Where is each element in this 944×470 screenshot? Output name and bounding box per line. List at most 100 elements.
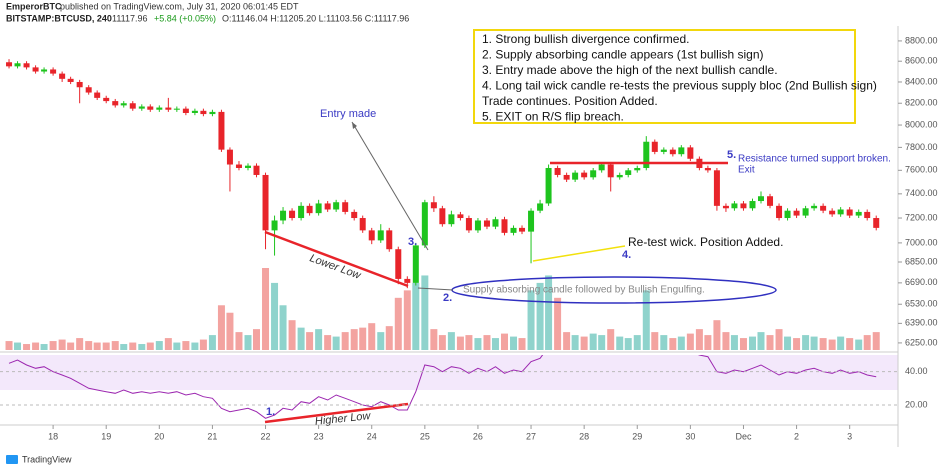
author: EmperorBTC bbox=[6, 1, 62, 11]
x-tick-label: 24 bbox=[367, 431, 377, 441]
candle-body bbox=[324, 203, 331, 210]
x-tick-label: Dec bbox=[735, 431, 752, 441]
volume-bar bbox=[695, 329, 703, 350]
y-tick-label: 8200.00 bbox=[905, 98, 938, 108]
x-tick-label: 19 bbox=[101, 431, 111, 441]
candle-body bbox=[386, 230, 393, 250]
candle-body bbox=[820, 205, 827, 211]
volume-bar bbox=[421, 275, 429, 350]
x-tick-label: 28 bbox=[579, 431, 589, 441]
y-tick-label: 6390.00 bbox=[905, 318, 938, 328]
change: +5.84 (+0.05%) bbox=[154, 13, 216, 23]
candle-body bbox=[554, 167, 561, 175]
volume-bar bbox=[677, 336, 685, 350]
volume-bar bbox=[722, 332, 730, 350]
x-tick-label: 30 bbox=[685, 431, 695, 441]
rsi-line bbox=[8, 355, 877, 419]
volume-bar bbox=[14, 342, 22, 350]
volume-bar bbox=[155, 341, 163, 350]
volume-bar bbox=[766, 335, 774, 350]
y-tick-label: 7200.00 bbox=[905, 212, 938, 222]
candle-body bbox=[235, 164, 242, 168]
candle-body bbox=[837, 209, 844, 215]
x-tick-label: 27 bbox=[526, 431, 536, 441]
candle-body bbox=[704, 167, 711, 171]
x-tick-label: 23 bbox=[314, 431, 324, 441]
volume-bar bbox=[102, 342, 110, 350]
candle-body bbox=[572, 172, 579, 180]
candle-body bbox=[713, 170, 720, 206]
volume-bar bbox=[430, 329, 438, 350]
volume-bar bbox=[412, 282, 420, 350]
volume-bar bbox=[474, 338, 482, 350]
volume-bar bbox=[465, 335, 473, 350]
volume-bar bbox=[226, 312, 234, 350]
volume-bar bbox=[244, 335, 252, 350]
candle-body bbox=[271, 220, 278, 231]
volume-bar bbox=[67, 342, 75, 350]
supply-arrow bbox=[417, 287, 454, 291]
annotation: 2. bbox=[443, 292, 452, 304]
volume-bar bbox=[403, 290, 411, 350]
annotation: 3. bbox=[408, 236, 417, 248]
volume-bar bbox=[111, 341, 119, 350]
candle-body bbox=[864, 211, 871, 219]
candle-body bbox=[678, 147, 685, 155]
candle-body bbox=[545, 167, 552, 204]
candle-body bbox=[165, 107, 172, 110]
candle-body bbox=[784, 210, 791, 219]
x-tick-label: 26 bbox=[473, 431, 483, 441]
volume-bar bbox=[271, 282, 279, 350]
volume-bar bbox=[129, 342, 137, 350]
annotation: Exit bbox=[738, 165, 755, 176]
candle-body bbox=[404, 278, 411, 283]
footer: TradingView bbox=[22, 454, 72, 464]
candle-body bbox=[474, 220, 481, 231]
volume-bar bbox=[350, 329, 358, 350]
candle-body bbox=[138, 106, 145, 109]
volume-bar bbox=[784, 336, 792, 350]
rsi-tick-label: 40.00 bbox=[905, 366, 928, 376]
candle-body bbox=[67, 78, 74, 82]
volume-bar bbox=[793, 338, 801, 350]
volume-bar bbox=[76, 338, 84, 350]
volume-bar bbox=[757, 332, 765, 350]
candle-body bbox=[855, 211, 862, 216]
volume-bar bbox=[810, 336, 818, 350]
candle-body bbox=[182, 108, 189, 113]
volume-bar bbox=[616, 336, 624, 350]
volume-bar bbox=[527, 290, 535, 350]
x-tick-label: 21 bbox=[207, 431, 217, 441]
candle-body bbox=[315, 203, 322, 214]
volume-bar bbox=[279, 305, 287, 350]
volume-bar bbox=[120, 344, 128, 350]
candle-body bbox=[262, 174, 269, 231]
x-tick-label: 20 bbox=[154, 431, 164, 441]
candle-body bbox=[616, 174, 623, 178]
note-line: 4. Long tail wick candle re-tests the pr… bbox=[482, 79, 877, 93]
candle-body bbox=[147, 106, 154, 110]
volume-bar bbox=[315, 329, 323, 350]
volume-bar bbox=[252, 329, 260, 350]
y-tick-label: 8000.00 bbox=[905, 119, 938, 129]
candle-body bbox=[669, 149, 676, 155]
note-line: 5. EXIT on R/S flip breach. bbox=[482, 110, 624, 124]
candle-body bbox=[846, 209, 853, 216]
volume-bar bbox=[642, 290, 650, 350]
x-tick-label: 25 bbox=[420, 431, 430, 441]
volume-bar bbox=[191, 342, 199, 350]
candle-body bbox=[598, 164, 605, 171]
annotation: Re-test wick. Position Added. bbox=[628, 235, 783, 249]
candle-body bbox=[41, 69, 48, 72]
candle-body bbox=[244, 165, 251, 168]
candle-body bbox=[59, 73, 66, 79]
candle-body bbox=[351, 211, 358, 219]
y-tick-label: 7800.00 bbox=[905, 142, 938, 152]
candle-body bbox=[412, 245, 419, 283]
ohlc: O:11146.04 H:11205.20 L:11103.56 C:11117… bbox=[222, 13, 409, 23]
volume-bar bbox=[49, 341, 57, 350]
volume-bar bbox=[775, 329, 783, 350]
candle-body bbox=[767, 196, 774, 206]
volume-bar bbox=[32, 342, 40, 350]
volume-bar bbox=[739, 338, 747, 350]
